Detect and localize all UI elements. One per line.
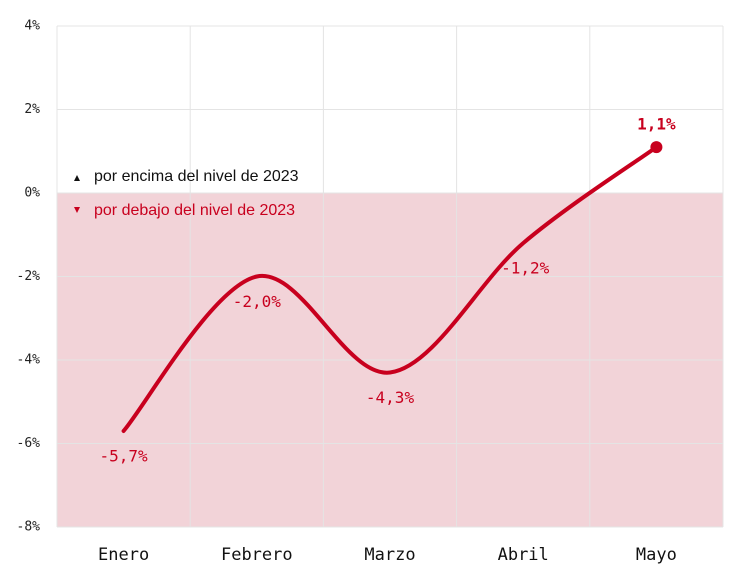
- end-marker: [650, 141, 663, 154]
- y-tick-label: 4%: [24, 19, 40, 34]
- value-label: -1,2%: [501, 259, 550, 278]
- x-tick-label: Abril: [498, 545, 549, 565]
- legend-marker: [74, 207, 80, 213]
- annotation: por encima del nivel de 2023: [94, 168, 299, 185]
- x-tick-label: Febrero: [221, 545, 293, 565]
- y-tick-label: 0%: [24, 186, 40, 201]
- y-tick-label: -2%: [17, 269, 41, 284]
- legend-marker: [74, 175, 80, 181]
- annotation: por debajo del nivel de 2023: [94, 202, 295, 219]
- value-label: 1,1%: [637, 115, 676, 134]
- y-tick-label: -8%: [17, 520, 41, 535]
- line: [121, 145, 659, 433]
- value-label: -4,3%: [366, 388, 415, 407]
- x-tick-label: Mayo: [636, 545, 677, 565]
- grid: [56, 25, 724, 528]
- y-tick-label: -4%: [17, 353, 41, 368]
- x-tick-label: Enero: [98, 545, 149, 565]
- value-label: -2,0%: [233, 292, 282, 311]
- x-tick-label: Marzo: [364, 545, 415, 565]
- value-label: -5,7%: [100, 446, 149, 465]
- y-tick-label: -6%: [17, 436, 41, 451]
- y-tick-label: 2%: [24, 102, 40, 117]
- marks: [121, 141, 663, 433]
